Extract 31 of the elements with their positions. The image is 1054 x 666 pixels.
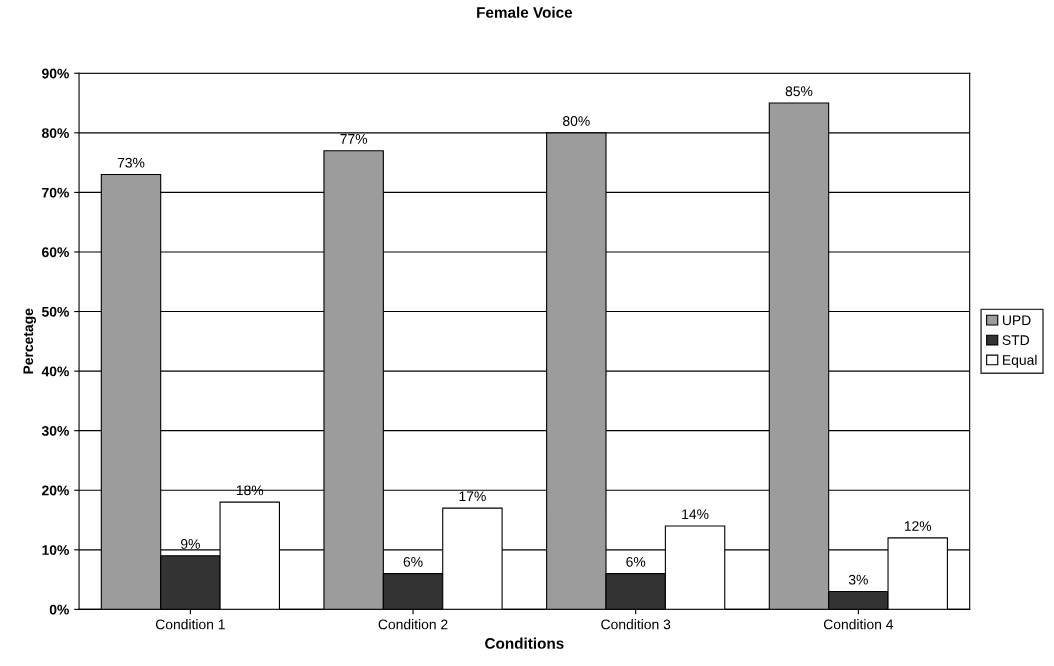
data-label: 77% <box>340 134 368 144</box>
data-label: 3% <box>848 574 868 585</box>
y-tick-label: 40% <box>41 366 69 377</box>
x-tick-label: Condition 1 <box>155 619 225 630</box>
y-tick-label: 50% <box>41 306 69 317</box>
y-tick-label: 20% <box>42 485 69 496</box>
y-tick-label: 0% <box>49 604 69 615</box>
y-tick-label: 70% <box>42 187 69 198</box>
x-axis-title: Conditions <box>485 637 564 649</box>
data-label: 6% <box>626 556 646 567</box>
chart-title: Female Voice <box>477 6 573 18</box>
legend-label: Equal <box>1003 354 1037 368</box>
y-tick-label: 60% <box>42 247 69 258</box>
x-tick-label: Condition 4 <box>823 619 894 630</box>
data-label: 14% <box>682 509 709 520</box>
y-tick-label: 10% <box>42 545 69 555</box>
y-tick-label: 80% <box>41 128 69 138</box>
data-label: 80% <box>563 116 590 126</box>
data-label: 73% <box>117 157 145 168</box>
x-tick-label: Condition 3 <box>601 619 671 630</box>
y-tick-label: 90% <box>42 68 69 79</box>
data-label: 9% <box>180 539 200 549</box>
legend-label: UPD <box>1002 315 1031 326</box>
data-label: 85% <box>785 86 813 97</box>
x-tick-label: Condition 2 <box>378 619 448 630</box>
data-label: 17% <box>459 491 486 502</box>
data-label: 6% <box>403 556 423 567</box>
data-label: 12% <box>904 521 932 531</box>
legend-label: STD <box>1002 335 1030 346</box>
y-axis-title: Percetage <box>23 308 36 374</box>
y-tick-label: 30% <box>41 426 69 436</box>
